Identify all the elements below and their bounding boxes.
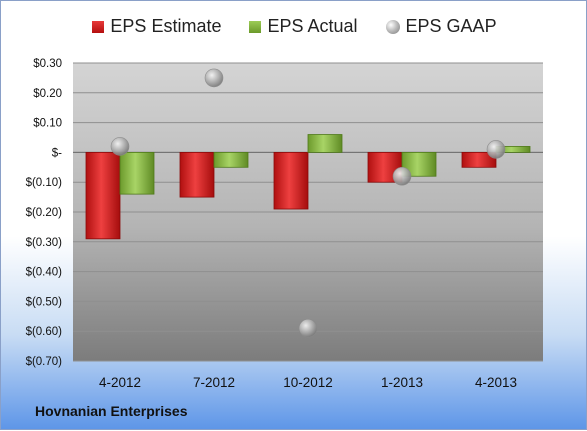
legend-swatch-estimate [92, 20, 105, 33]
y-tick-label: $0.10 [33, 118, 62, 130]
y-tick-label: $(0.40) [26, 267, 63, 279]
legend-swatch-gaap [385, 19, 400, 34]
legend-label-estimate: EPS Estimate [110, 16, 222, 36]
bar-eps-actual [401, 151, 437, 177]
y-tick-label: $0.30 [33, 58, 62, 70]
point-eps-gaap [392, 166, 412, 186]
y-tick-label: $(0.30) [26, 237, 63, 249]
legend-item-actual: EPS Actual [249, 16, 358, 37]
y-tick-label: $(0.10) [26, 177, 63, 189]
bar-eps-actual [307, 134, 343, 153]
bar-eps-estimate [461, 151, 497, 168]
bar-eps-estimate [179, 151, 215, 198]
bar-eps-estimate [273, 151, 309, 210]
point-eps-gaap [298, 318, 318, 338]
x-tick-label: 10-2012 [283, 375, 333, 390]
point-eps-gaap [110, 137, 130, 156]
x-tick-label: 4-2012 [99, 375, 141, 390]
legend-item-estimate: EPS Estimate [92, 16, 221, 37]
y-tick-label: $(0.70) [26, 356, 63, 368]
x-tick-label: 7-2012 [193, 375, 235, 390]
bar-eps-estimate [367, 151, 403, 183]
company-name: Hovnanian Enterprises [35, 403, 188, 419]
y-tick-label: $- [52, 147, 62, 159]
legend-label-gaap: EPS GAAP [405, 16, 497, 36]
y-tick-label: $(0.50) [26, 296, 63, 308]
bar-eps-estimate [85, 151, 121, 240]
bar-eps-actual [213, 151, 249, 168]
point-eps-gaap [204, 68, 224, 88]
bar-eps-actual [119, 151, 155, 195]
x-tick-label: 4-2013 [475, 375, 517, 390]
y-tick-label: $0.20 [33, 88, 62, 100]
x-tick-label: 1-2013 [381, 375, 423, 390]
point-eps-gaap [486, 140, 506, 159]
legend-swatch-actual [249, 20, 262, 33]
legend-item-gaap: EPS GAAP [385, 16, 497, 37]
legend-label-actual: EPS Actual [267, 16, 358, 36]
y-tick-label: $(0.20) [26, 207, 63, 219]
chart-legend: EPS Estimate EPS Actual EPS GAAP [1, 16, 587, 37]
y-tick-label: $(0.60) [26, 326, 63, 338]
